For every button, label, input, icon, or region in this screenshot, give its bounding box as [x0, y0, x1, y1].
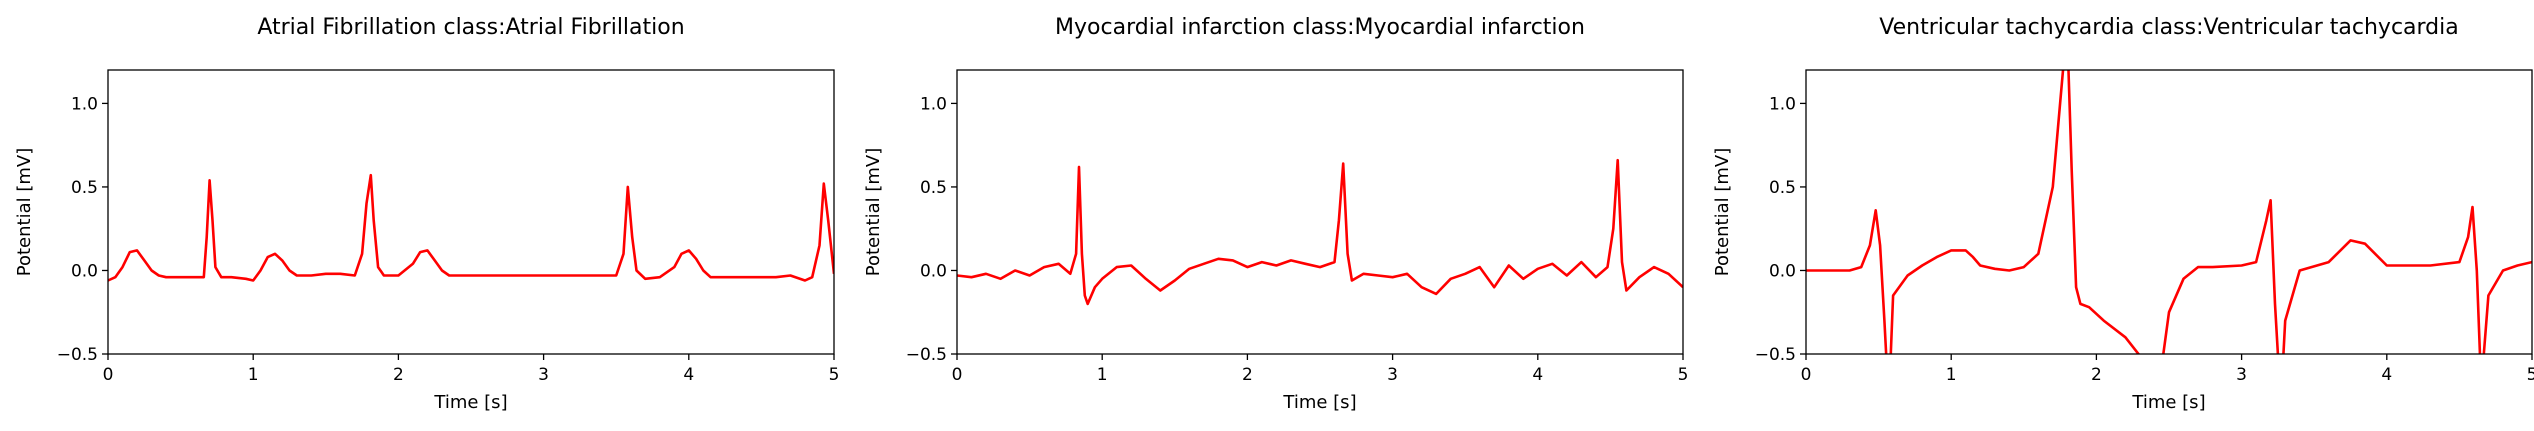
x-axis-label: Time [s]: [2131, 392, 2205, 413]
x-tick-label: 3: [538, 365, 549, 385]
y-tick-label: 0.0: [71, 261, 98, 281]
x-tick-label: 1: [1946, 365, 1957, 385]
x-tick-label: 2: [393, 365, 404, 385]
y-tick-label: −0.5: [57, 345, 98, 365]
x-tick-label: 2: [1242, 365, 1253, 385]
y-tick-label: −0.5: [906, 345, 947, 365]
ecg-trace-3: [1806, 70, 2532, 354]
plot-frame: [1805, 69, 2533, 355]
x-tick-label: 0: [952, 365, 963, 385]
x-tick-label: 1: [1097, 365, 1108, 385]
y-tick-label: −0.5: [1755, 345, 1796, 365]
ecg-trace-2: [957, 158, 1683, 306]
x-axis-label: Time [s]: [1282, 392, 1356, 413]
chart-panel-1: 0 1 2 3 4 5 −0.5 0.0 0.5 1.0 Atrial Fibrillation c…: [14, 15, 839, 413]
chart-title: Atrial Fibrillation class:Atrial Fibrill…: [257, 15, 684, 40]
y-tick-label: 1.0: [920, 94, 947, 114]
x-tick-label: 5: [2527, 365, 2534, 385]
y-axis-label: Potential [mV]: [14, 148, 35, 276]
x-tick-label: 0: [1801, 365, 1812, 385]
y-axis-label: Potential [mV]: [1712, 148, 1733, 276]
x-tick-label: 4: [1532, 365, 1543, 385]
chart-title: Ventricular tachycardia class:Ventricula…: [1879, 15, 2459, 40]
x-tick-label: 4: [683, 365, 694, 385]
y-tick-label: 1.0: [71, 94, 98, 114]
x-tick-label: 3: [1387, 365, 1398, 385]
x-tick-label: 1: [248, 365, 259, 385]
y-tick-label: 0.5: [71, 178, 98, 198]
y-tick-label: 0.5: [1769, 178, 1796, 198]
chart-panel-3: 0 1 2 3 4 5 −0.5 0.0 0.5 1.0 Ventricular tachycard…: [1712, 15, 2534, 413]
y-axis-label: Potential [mV]: [863, 148, 884, 276]
x-tick-label: 4: [2381, 365, 2392, 385]
chart-panel-2: 0 1 2 3 4 5 −0.5 0.0 0.5 1.0 Myocardial infarction…: [863, 15, 1688, 413]
x-tick-label: 5: [1678, 365, 1689, 385]
plot-frame: [956, 69, 1684, 355]
ecg-trace-1: [108, 173, 834, 282]
chart-title: Myocardial infarction class:Myocardial i…: [1055, 15, 1585, 40]
x-tick-label: 0: [103, 365, 114, 385]
x-tick-label: 5: [829, 365, 840, 385]
y-tick-label: 0.0: [920, 261, 947, 281]
y-tick-label: 1.0: [1769, 94, 1796, 114]
x-tick-label: 2: [2091, 365, 2102, 385]
y-tick-label: 0.5: [920, 178, 947, 198]
x-axis-label: Time [s]: [433, 392, 507, 413]
plot-frame: [107, 69, 835, 355]
x-tick-label: 3: [2236, 365, 2247, 385]
y-tick-label: 0.0: [1769, 261, 1796, 281]
